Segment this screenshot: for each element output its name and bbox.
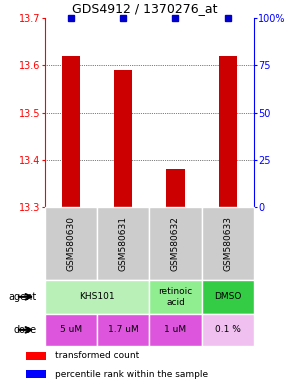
- Text: 1.7 uM: 1.7 uM: [108, 325, 139, 334]
- Text: 1 uM: 1 uM: [164, 325, 186, 334]
- Bar: [97, 314, 149, 346]
- Text: GSM580630: GSM580630: [66, 215, 76, 271]
- Text: percentile rank within the sample: percentile rank within the sample: [55, 369, 208, 379]
- Bar: [219, 56, 237, 207]
- Text: agent: agent: [8, 292, 36, 302]
- Text: DMSO: DMSO: [214, 292, 241, 301]
- Bar: [62, 56, 80, 207]
- Bar: [45, 314, 97, 346]
- Bar: [202, 280, 254, 314]
- Bar: [97, 207, 149, 280]
- Bar: [45, 207, 97, 280]
- Text: 0.1 %: 0.1 %: [215, 325, 241, 334]
- Text: dose: dose: [13, 325, 36, 335]
- Bar: [149, 280, 202, 314]
- Text: GSM580631: GSM580631: [119, 215, 128, 271]
- Bar: [26, 370, 46, 378]
- Text: transformed count: transformed count: [55, 351, 139, 361]
- Bar: [149, 314, 202, 346]
- Bar: [149, 207, 202, 280]
- Text: 5 uM: 5 uM: [60, 325, 82, 334]
- Bar: [202, 207, 254, 280]
- Text: GSM580632: GSM580632: [171, 216, 180, 270]
- Bar: [26, 352, 46, 360]
- Text: GSM580633: GSM580633: [223, 215, 232, 271]
- Text: KHS101: KHS101: [79, 292, 115, 301]
- Bar: [166, 169, 184, 207]
- Text: retinoic
acid: retinoic acid: [158, 287, 193, 306]
- Bar: [114, 70, 133, 207]
- Bar: [202, 314, 254, 346]
- Bar: [45, 280, 149, 314]
- Text: GDS4912 / 1370276_at: GDS4912 / 1370276_at: [72, 2, 218, 15]
